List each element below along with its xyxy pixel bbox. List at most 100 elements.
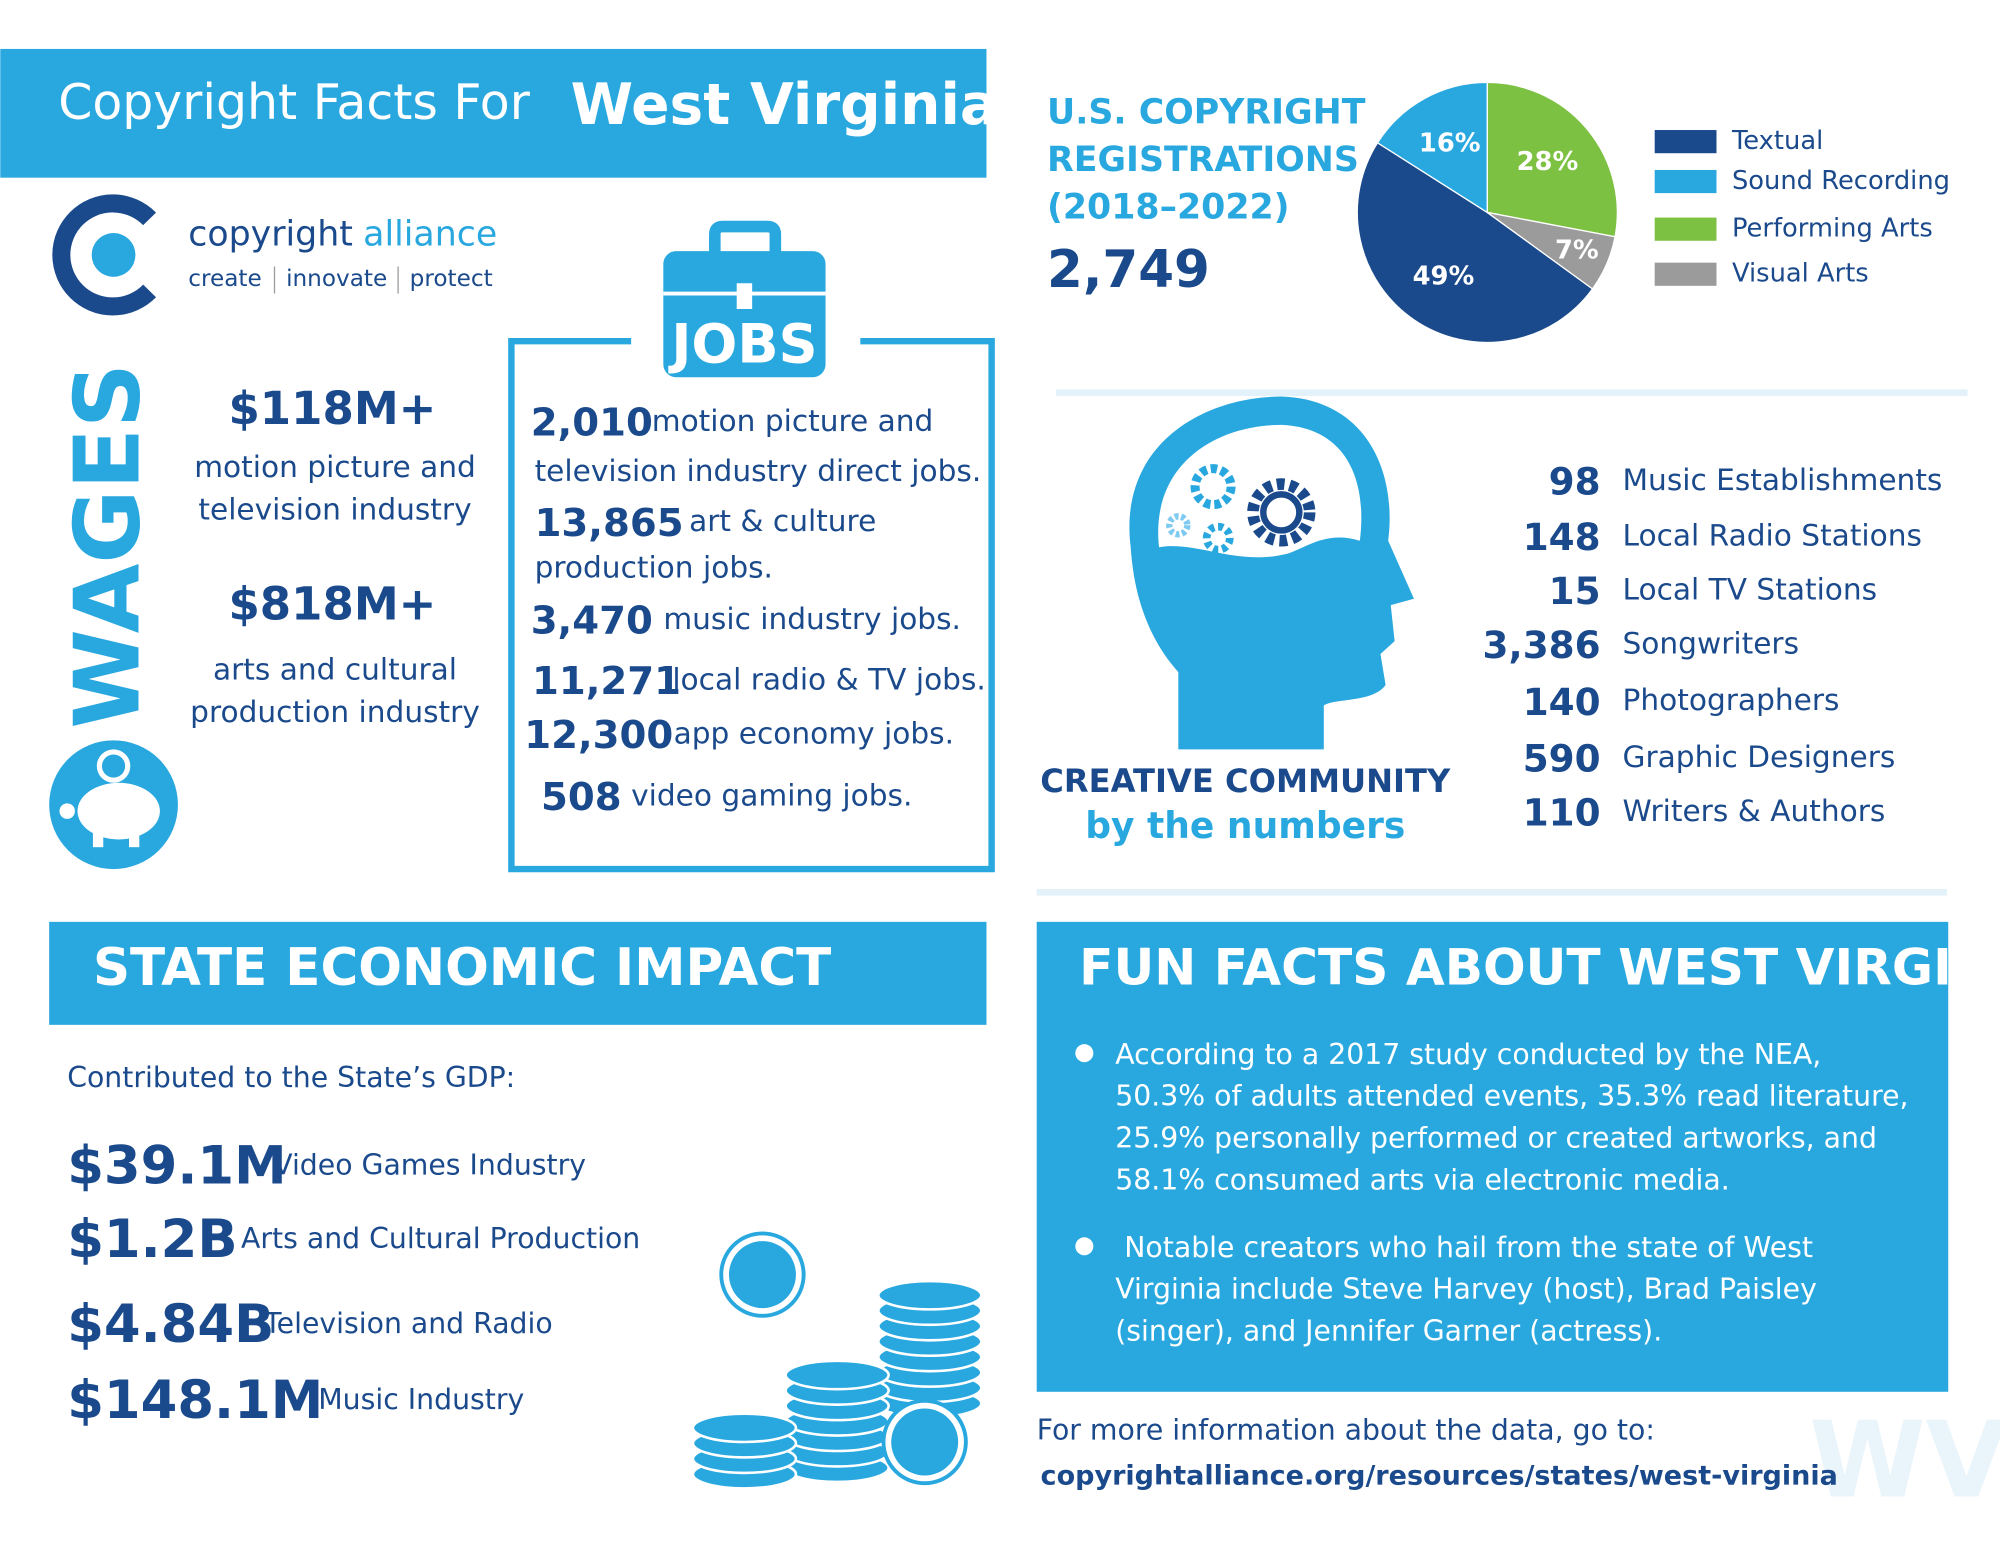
piggy-bank-icon bbox=[49, 740, 178, 870]
creative-label: Writers & Authors bbox=[1623, 794, 1886, 828]
wage-label: arts and cultural bbox=[213, 652, 457, 686]
pie-slice bbox=[1486, 81, 1618, 238]
fact-line: Virginia include Steve Harvey (host), Br… bbox=[1115, 1273, 1817, 1306]
fact-line: According to a 2017 study conducted by t… bbox=[1115, 1038, 1821, 1071]
coin-face bbox=[728, 1241, 796, 1309]
wage-value: $818M+ bbox=[228, 578, 436, 631]
jobs-title: JOBS bbox=[667, 312, 817, 375]
footer-url[interactable]: copyrightalliance.org/resources/states/w… bbox=[1041, 1460, 1838, 1491]
economic-label: Television and Radio bbox=[263, 1307, 553, 1340]
job-value: 508 bbox=[541, 775, 622, 820]
pie-chart: 49% 16% 28% 7% bbox=[1356, 81, 1618, 344]
job-label: motion picture and bbox=[652, 404, 934, 438]
creative-value: 15 bbox=[1549, 569, 1601, 613]
wages-title: WAGES bbox=[55, 363, 160, 729]
creative-value: 3,386 bbox=[1483, 623, 1601, 667]
registrations-title: REGISTRATIONS bbox=[1047, 140, 1359, 180]
creative-value: 98 bbox=[1549, 460, 1601, 504]
fact-line: Notable creators who hail from the state… bbox=[1124, 1231, 1813, 1264]
slice-label: 28% bbox=[1517, 147, 1579, 177]
pie-slice bbox=[1486, 211, 1616, 290]
coin-face bbox=[891, 1408, 959, 1476]
bullet bbox=[1075, 1044, 1094, 1063]
fact-line: 50.3% of adults attended events, 35.3% r… bbox=[1115, 1080, 1908, 1113]
job-value: 2,010 bbox=[531, 400, 653, 445]
registrations: U.S. COPYRIGHT REGISTRATIONS (2018–2022) bbox=[1047, 92, 1366, 227]
economic-value: $39.1M bbox=[67, 1136, 286, 1197]
logo-name: copyright alliance bbox=[188, 215, 497, 255]
legend-swatch bbox=[1654, 169, 1717, 194]
watermark: WV bbox=[1809, 1399, 2000, 1522]
economic-value: $4.84B bbox=[67, 1294, 274, 1355]
fact-line: 25.9% personally performed or created ar… bbox=[1115, 1121, 1877, 1154]
bullet bbox=[1075, 1237, 1094, 1256]
footer-prompt: For more information about the data, go … bbox=[1037, 1414, 1655, 1447]
job-label: video gaming jobs. bbox=[631, 778, 912, 812]
title-state: West Virginia bbox=[571, 72, 999, 138]
slice-label: 49% bbox=[1413, 261, 1475, 291]
job-label: local radio & TV jobs. bbox=[672, 663, 986, 697]
economic-band bbox=[49, 921, 987, 1025]
legend-swatch bbox=[1654, 217, 1717, 241]
logo-name-first: copyright bbox=[188, 215, 353, 255]
economic-intro: Contributed to the State’s GDP: bbox=[67, 1061, 515, 1094]
job-value: 11,271 bbox=[532, 659, 681, 704]
job-label: app economy jobs. bbox=[674, 717, 954, 751]
fact-line: (singer), and Jennifer Garner (actress). bbox=[1115, 1315, 1662, 1348]
wage-value: $118M+ bbox=[228, 382, 436, 435]
pie-slice bbox=[1356, 141, 1594, 344]
economic-title: STATE ECONOMIC IMPACT bbox=[93, 938, 831, 998]
creative-value: 110 bbox=[1523, 790, 1601, 834]
logo-tagline: protect bbox=[410, 265, 493, 292]
logo-name-second: alliance bbox=[363, 215, 497, 255]
job-value: 13,865 bbox=[535, 501, 684, 546]
logo-tagline: create bbox=[188, 265, 262, 292]
creative-label: Local TV Stations bbox=[1623, 572, 1878, 606]
creative-label: Music Establishments bbox=[1623, 463, 1943, 497]
wage-label: motion picture and bbox=[194, 450, 476, 484]
legend-swatch bbox=[1654, 262, 1717, 286]
economic-label: Video Games Industry bbox=[273, 1148, 586, 1181]
creative-value: 148 bbox=[1523, 515, 1601, 559]
legend: Textual Sound Recording Performing Arts Vis… bbox=[1654, 126, 1950, 289]
creative-title: CREATIVE COMMUNITY bbox=[1040, 762, 1451, 800]
fun-facts-title: FUN FACTS ABOUT WEST VIRGINIA bbox=[1079, 937, 2000, 996]
creative-value: 590 bbox=[1523, 736, 1601, 780]
wages-list: $118M+ motion picture and television indus… bbox=[190, 382, 480, 729]
creative-subtitle: by the numbers bbox=[1085, 805, 1405, 847]
job-value: 12,300 bbox=[524, 713, 673, 758]
job-label: music industry jobs. bbox=[663, 602, 961, 636]
economic-label: Music Industry bbox=[318, 1383, 524, 1416]
creative-label: Local Radio Stations bbox=[1623, 518, 1922, 552]
economic-value: $1.2B bbox=[67, 1209, 237, 1270]
creative-label: Graphic Designers bbox=[1623, 740, 1896, 774]
creative-label: Songwriters bbox=[1623, 627, 1800, 661]
wage-label: television industry bbox=[198, 493, 471, 527]
coins-icon bbox=[691, 1231, 983, 1490]
wage-label: production industry bbox=[190, 695, 480, 729]
coin bbox=[691, 1412, 798, 1444]
slice-label: 7% bbox=[1555, 236, 1599, 266]
toolbox-icon bbox=[663, 220, 826, 378]
legend-swatch bbox=[1654, 130, 1717, 154]
legend-label: Performing Arts bbox=[1732, 214, 1933, 244]
economic-label: Arts and Cultural Production bbox=[241, 1222, 640, 1255]
logo-tagline: innovate bbox=[286, 265, 387, 292]
registrations-title: (2018–2022) bbox=[1047, 188, 1290, 228]
fact-line: 58.1% consumed arts via electronic media… bbox=[1115, 1163, 1730, 1196]
jobs-frame bbox=[508, 337, 995, 873]
registrations-total: 2,749 bbox=[1047, 240, 1210, 300]
creative-value: 140 bbox=[1523, 680, 1601, 724]
fun-facts-list: According to a 2017 study conducted by t… bbox=[1075, 1038, 1909, 1348]
header-band bbox=[0, 48, 987, 178]
job-label: production jobs. bbox=[535, 551, 773, 585]
pie-slice bbox=[1376, 81, 1488, 214]
economic-value: $148.1M bbox=[67, 1370, 323, 1431]
creative-list: 98 Music Establishments 148 Local Radio Sta… bbox=[1483, 460, 1943, 835]
slice-label: 16% bbox=[1419, 129, 1481, 159]
title-prefix: Copyright Facts For bbox=[58, 74, 531, 131]
